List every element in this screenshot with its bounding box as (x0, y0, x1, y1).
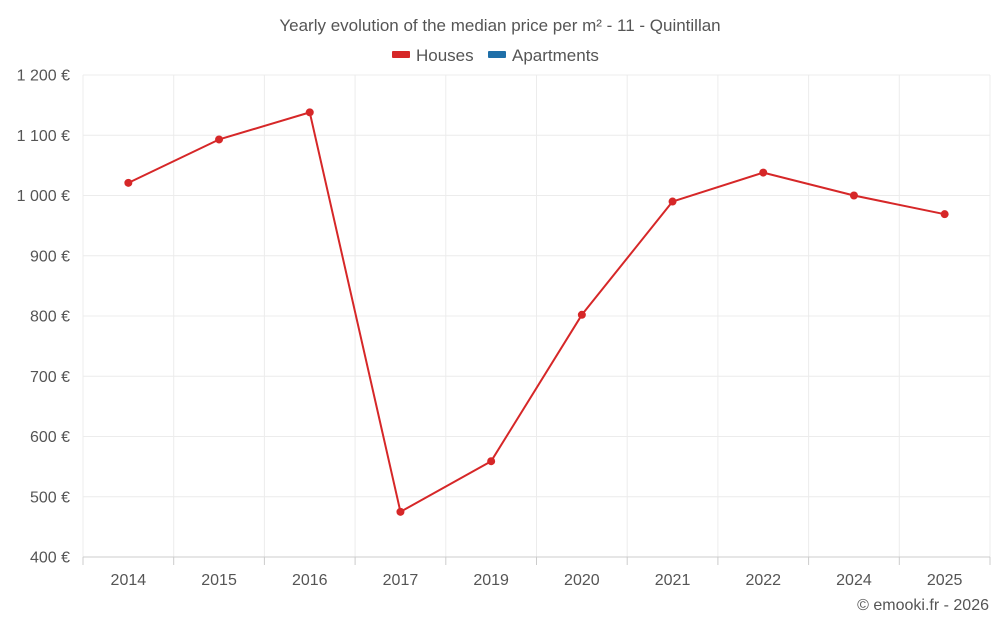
legend-label-houses: Houses (416, 46, 474, 65)
legend: Houses Apartments (392, 46, 599, 65)
houses-point-2020[interactable] (577, 310, 586, 319)
x-tick-label: 2025 (927, 572, 963, 589)
houses-point-2025[interactable] (940, 210, 949, 219)
grid-lines (82, 74, 991, 565)
y-tick-label: 800 € (30, 309, 70, 326)
y-tick-label: 700 € (30, 369, 70, 386)
y-tick-label: 1 000 € (17, 188, 70, 205)
chart-title: Yearly evolution of the median price per… (279, 16, 720, 35)
houses-point-2019[interactable] (487, 457, 496, 466)
y-tick-label: 900 € (30, 248, 70, 265)
houses-point-2016[interactable] (305, 108, 314, 117)
houses-point-2021[interactable] (668, 197, 677, 206)
x-tick-label: 2024 (836, 572, 872, 589)
houses-point-2022[interactable] (759, 168, 768, 177)
legend-swatch-apartments (488, 51, 506, 58)
y-tick-label: 500 € (30, 489, 70, 506)
legend-item-apartments[interactable]: Apartments (488, 46, 599, 65)
x-tick-label: 2022 (745, 572, 781, 589)
y-axis-tick-labels: 400 € 500 € 600 € 700 € 800 € 900 € 1 000 € 1 1… (17, 68, 70, 567)
x-tick-label: 2017 (383, 572, 419, 589)
credit-text: © emooki.fr - 2026 (857, 597, 989, 614)
x-tick-label: 2014 (111, 572, 147, 589)
x-axis-tick-labels: 2014 2015 2016 2017 2019 2020 2021 2022 2024 2025 (111, 572, 963, 589)
x-tick-label: 2015 (201, 572, 237, 589)
legend-item-houses[interactable]: Houses (392, 46, 474, 65)
houses-point-2015[interactable] (215, 135, 224, 144)
y-tick-label: 400 € (30, 550, 70, 567)
houses-point-2024[interactable] (849, 191, 858, 200)
y-tick-label: 1 100 € (17, 128, 70, 145)
houses-point-2014[interactable] (124, 178, 133, 187)
legend-label-apartments: Apartments (512, 46, 599, 65)
x-tick-label: 2016 (292, 572, 328, 589)
x-tick-label: 2019 (473, 572, 509, 589)
x-tick-label: 2021 (655, 572, 691, 589)
series-houses (124, 108, 949, 516)
y-tick-label: 600 € (30, 429, 70, 446)
x-tick-label: 2020 (564, 572, 600, 589)
y-tick-label: 1 200 € (17, 68, 70, 85)
legend-swatch-houses (392, 51, 410, 58)
houses-line (127, 111, 945, 513)
houses-point-2017[interactable] (396, 507, 405, 516)
